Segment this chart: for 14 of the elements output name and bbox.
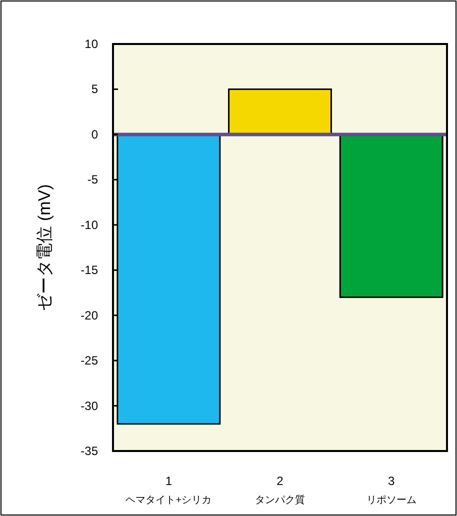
y-tick-label: -35 <box>80 444 98 458</box>
y-axis-title: ゼータ電位 (mV) <box>35 184 54 311</box>
y-tick-label: -15 <box>80 263 98 278</box>
y-tick-label: 5 <box>91 82 98 96</box>
x-tick-label: 2 タンパク質 <box>255 474 305 506</box>
y-tick-label: -10 <box>80 218 98 232</box>
x-tick-label: 1 ヘマタイト+シリカ <box>126 474 212 506</box>
y-tick-label: -20 <box>80 308 98 322</box>
y-tick-label: 10 <box>84 37 98 51</box>
y-tick-label: -25 <box>80 354 98 368</box>
y-tick-label: 0 <box>91 127 98 142</box>
x-tick-label: 3 リポソーム <box>366 474 416 506</box>
y-tick-label: -30 <box>80 398 98 413</box>
y-tick-label: -5 <box>87 172 98 187</box>
